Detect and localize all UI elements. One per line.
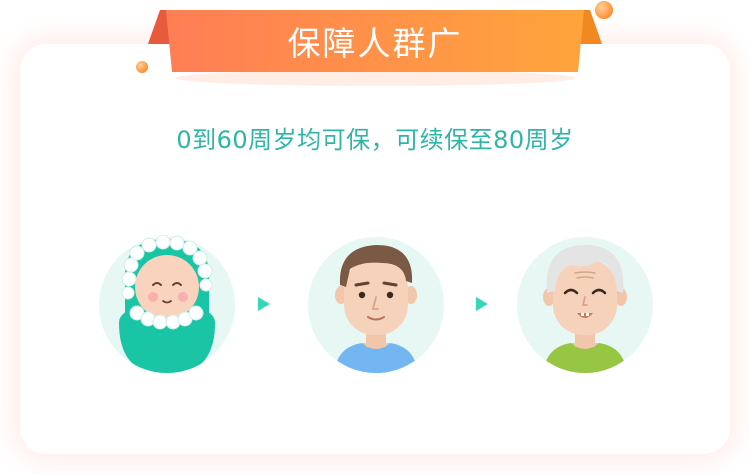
adult-man-avatar-icon [308,237,444,373]
banner-ribbon-icon [136,1,613,86]
banner: 保障人群广 [0,0,750,110]
age-stage-row [0,225,750,385]
stage-baby [97,235,237,375]
baby-avatar-icon [99,235,235,373]
elderly-man-avatar-icon [517,237,653,373]
arrow-right-icon [476,297,488,311]
banner-title: 保障人群广 [287,24,463,63]
stage-adult [306,235,446,375]
stage-elderly [515,235,655,375]
age-range-subtitle: 0到60周岁均可保，可续保至80周岁 [176,126,574,154]
arrow-right-icon [258,297,270,311]
